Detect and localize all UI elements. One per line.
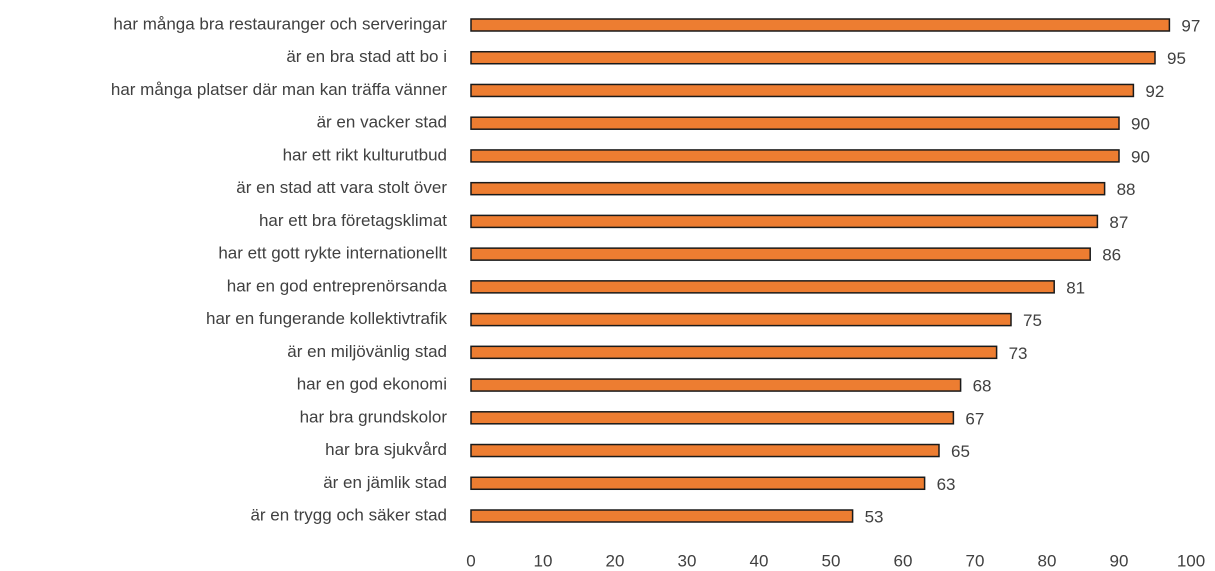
x-tick-label: 0	[466, 551, 475, 570]
x-tick-label: 80	[1038, 551, 1057, 570]
bar	[470, 345, 998, 360]
y-tick-label: är en stad att vara stolt över	[236, 178, 447, 197]
x-tick-label: 100	[1177, 551, 1205, 570]
bar	[470, 181, 1106, 196]
value-label: 75	[1023, 311, 1042, 330]
x-tick-label: 90	[1110, 551, 1129, 570]
x-tick-label: 20	[606, 551, 625, 570]
bar	[470, 116, 1120, 130]
y-tick-label: har en god ekonomi	[297, 375, 447, 394]
value-label: 88	[1117, 180, 1136, 199]
bar	[470, 378, 962, 392]
y-tick-label: är en vacker stad	[317, 113, 447, 132]
y-tick-label: har många platser där man kan träffa vän…	[111, 80, 447, 99]
y-tick-label: har bra sjukvård	[325, 440, 447, 459]
value-label: 90	[1131, 115, 1150, 134]
x-tick-label: 50	[822, 551, 841, 570]
x-tick-label: 30	[678, 551, 697, 570]
value-label: 81	[1066, 278, 1085, 297]
x-tick-label: 70	[966, 551, 985, 570]
value-label: 67	[965, 409, 984, 428]
bar	[470, 18, 1171, 32]
y-tick-label: har bra grundskolor	[300, 407, 448, 426]
bar	[470, 312, 1012, 327]
y-tick-label: har ett gott rykte internationellt	[218, 244, 447, 263]
y-tick-label: är en jämlik stad	[323, 473, 447, 492]
bar	[470, 280, 1055, 294]
value-label: 73	[1009, 344, 1028, 363]
bar	[470, 443, 940, 458]
y-tick-label: har ett rikt kulturutbud	[283, 145, 447, 164]
value-label: 68	[973, 377, 992, 396]
value-label: 97	[1181, 16, 1200, 35]
y-tick-label: har ett bra företagsklimat	[259, 211, 447, 230]
value-label: 92	[1145, 82, 1164, 101]
y-tick-label: har många bra restauranger och servering…	[113, 14, 447, 33]
x-tick-label: 10	[534, 551, 553, 570]
bar	[470, 214, 1099, 229]
bar	[470, 83, 1135, 98]
value-label: 95	[1167, 49, 1186, 68]
value-label: 65	[951, 442, 970, 461]
value-label: 90	[1131, 147, 1150, 166]
bar	[470, 411, 955, 425]
value-label: 53	[865, 507, 884, 526]
bar	[470, 149, 1120, 163]
value-label: 63	[937, 475, 956, 494]
y-tick-label: är en bra stad att bo i	[286, 47, 447, 66]
value-label: 87	[1109, 213, 1128, 232]
y-tick-label: har en fungerande kollektivtrafik	[206, 309, 447, 328]
bar	[470, 50, 1156, 65]
y-tick-label: är en miljövänlig stad	[287, 342, 447, 361]
bar	[470, 247, 1091, 261]
x-tick-label: 60	[894, 551, 913, 570]
value-label: 86	[1102, 246, 1121, 265]
y-tick-label: är en trygg och säker stad	[250, 505, 447, 524]
y-tick-label: har en god entreprenörsanda	[227, 276, 448, 295]
bar	[470, 509, 854, 523]
x-tick-label: 40	[750, 551, 769, 570]
bar	[470, 476, 926, 491]
